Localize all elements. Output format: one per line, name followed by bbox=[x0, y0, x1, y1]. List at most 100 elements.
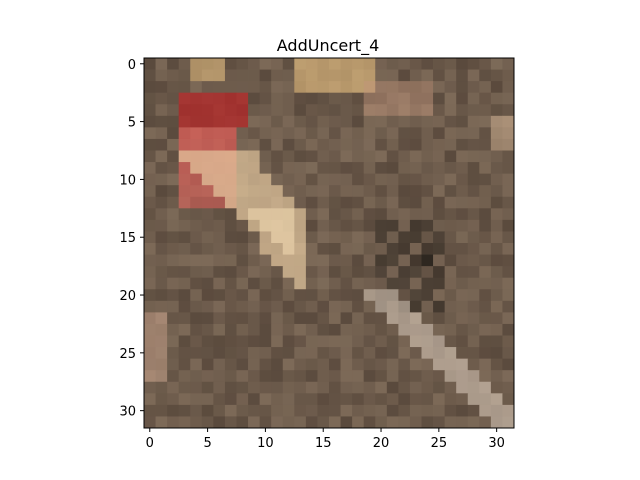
pixel bbox=[444, 69, 457, 82]
pixel bbox=[317, 347, 330, 360]
pixel bbox=[352, 115, 365, 128]
pixel bbox=[490, 312, 503, 325]
pixel bbox=[213, 150, 226, 163]
x-axis: 0 5 10 15 20 25 30 bbox=[146, 428, 505, 451]
pixel bbox=[167, 219, 180, 232]
pixel bbox=[271, 81, 284, 94]
pixel bbox=[479, 219, 492, 232]
pixel bbox=[317, 266, 330, 279]
x-tick-label: 30 bbox=[488, 436, 505, 451]
pixel bbox=[490, 231, 503, 244]
x-tick-label: 25 bbox=[431, 436, 448, 451]
pixel bbox=[155, 358, 168, 371]
pixel bbox=[363, 196, 376, 209]
pixel bbox=[456, 277, 469, 290]
pixel bbox=[144, 81, 156, 94]
pixel bbox=[155, 323, 168, 336]
pixel bbox=[294, 92, 307, 105]
pixel bbox=[144, 219, 156, 232]
pixel bbox=[155, 162, 168, 175]
pixel bbox=[305, 104, 318, 117]
pixel bbox=[421, 104, 434, 117]
pixel bbox=[224, 370, 237, 383]
pixel bbox=[236, 150, 249, 163]
pixel bbox=[201, 104, 214, 117]
pixel bbox=[271, 335, 284, 348]
pixel bbox=[456, 312, 469, 325]
pixel bbox=[444, 277, 457, 290]
pixel bbox=[479, 416, 492, 429]
pixel bbox=[363, 150, 376, 163]
pixel bbox=[444, 208, 457, 221]
pixel bbox=[467, 185, 480, 198]
pixel bbox=[329, 254, 341, 267]
pixel bbox=[201, 127, 214, 140]
pixel bbox=[236, 219, 249, 232]
pixel bbox=[224, 127, 237, 140]
y-tick-label: 0 bbox=[128, 58, 136, 73]
pixel bbox=[490, 69, 503, 82]
pixel bbox=[201, 231, 214, 244]
pixel bbox=[340, 138, 353, 151]
pixel bbox=[421, 381, 434, 394]
pixel bbox=[375, 196, 388, 209]
pixel bbox=[433, 254, 446, 267]
pixel bbox=[178, 243, 191, 255]
pixel bbox=[190, 208, 203, 221]
pixel bbox=[271, 69, 284, 82]
pixel bbox=[398, 393, 411, 406]
pixel bbox=[294, 323, 307, 336]
pixel bbox=[352, 347, 365, 360]
pixel bbox=[329, 266, 341, 279]
pixel bbox=[444, 231, 457, 244]
pixel bbox=[305, 219, 318, 232]
pixel bbox=[479, 277, 492, 290]
x-tick-label: 10 bbox=[257, 436, 274, 451]
pixel bbox=[144, 208, 156, 221]
pixel bbox=[294, 254, 307, 267]
pixel bbox=[155, 150, 168, 163]
pixel bbox=[305, 404, 318, 417]
pixel bbox=[282, 243, 295, 255]
pixel bbox=[490, 358, 503, 371]
pixel bbox=[213, 335, 226, 348]
pixel bbox=[224, 81, 237, 94]
pixel bbox=[213, 138, 226, 151]
pixel bbox=[363, 92, 376, 105]
pixel bbox=[155, 127, 168, 140]
pixel bbox=[190, 219, 203, 232]
pixel bbox=[294, 404, 307, 417]
pixel bbox=[213, 208, 226, 221]
pixel bbox=[398, 312, 411, 325]
pixel bbox=[282, 104, 295, 117]
pixel bbox=[467, 81, 480, 94]
pixel bbox=[421, 300, 434, 313]
pixel bbox=[294, 173, 307, 186]
pixel bbox=[340, 381, 353, 394]
pixel bbox=[490, 347, 503, 360]
pixel bbox=[178, 347, 191, 360]
pixel bbox=[155, 254, 168, 267]
pixel bbox=[190, 243, 203, 255]
pixel bbox=[190, 58, 203, 70]
pixel bbox=[375, 92, 388, 105]
pixel bbox=[144, 196, 156, 209]
pixel bbox=[433, 150, 446, 163]
pixel bbox=[363, 323, 376, 336]
pixel bbox=[421, 208, 434, 221]
pixel bbox=[294, 208, 307, 221]
pixel bbox=[363, 127, 376, 140]
pixel bbox=[490, 219, 503, 232]
pixel bbox=[190, 69, 203, 82]
pixel bbox=[502, 208, 515, 221]
pixel bbox=[398, 370, 411, 383]
pixel bbox=[236, 58, 249, 70]
pixel bbox=[363, 185, 376, 198]
pixel bbox=[282, 277, 295, 290]
pixel bbox=[282, 254, 295, 267]
pixel bbox=[329, 219, 341, 232]
pixel bbox=[421, 219, 434, 232]
pixel bbox=[340, 289, 353, 302]
pixel bbox=[340, 104, 353, 117]
